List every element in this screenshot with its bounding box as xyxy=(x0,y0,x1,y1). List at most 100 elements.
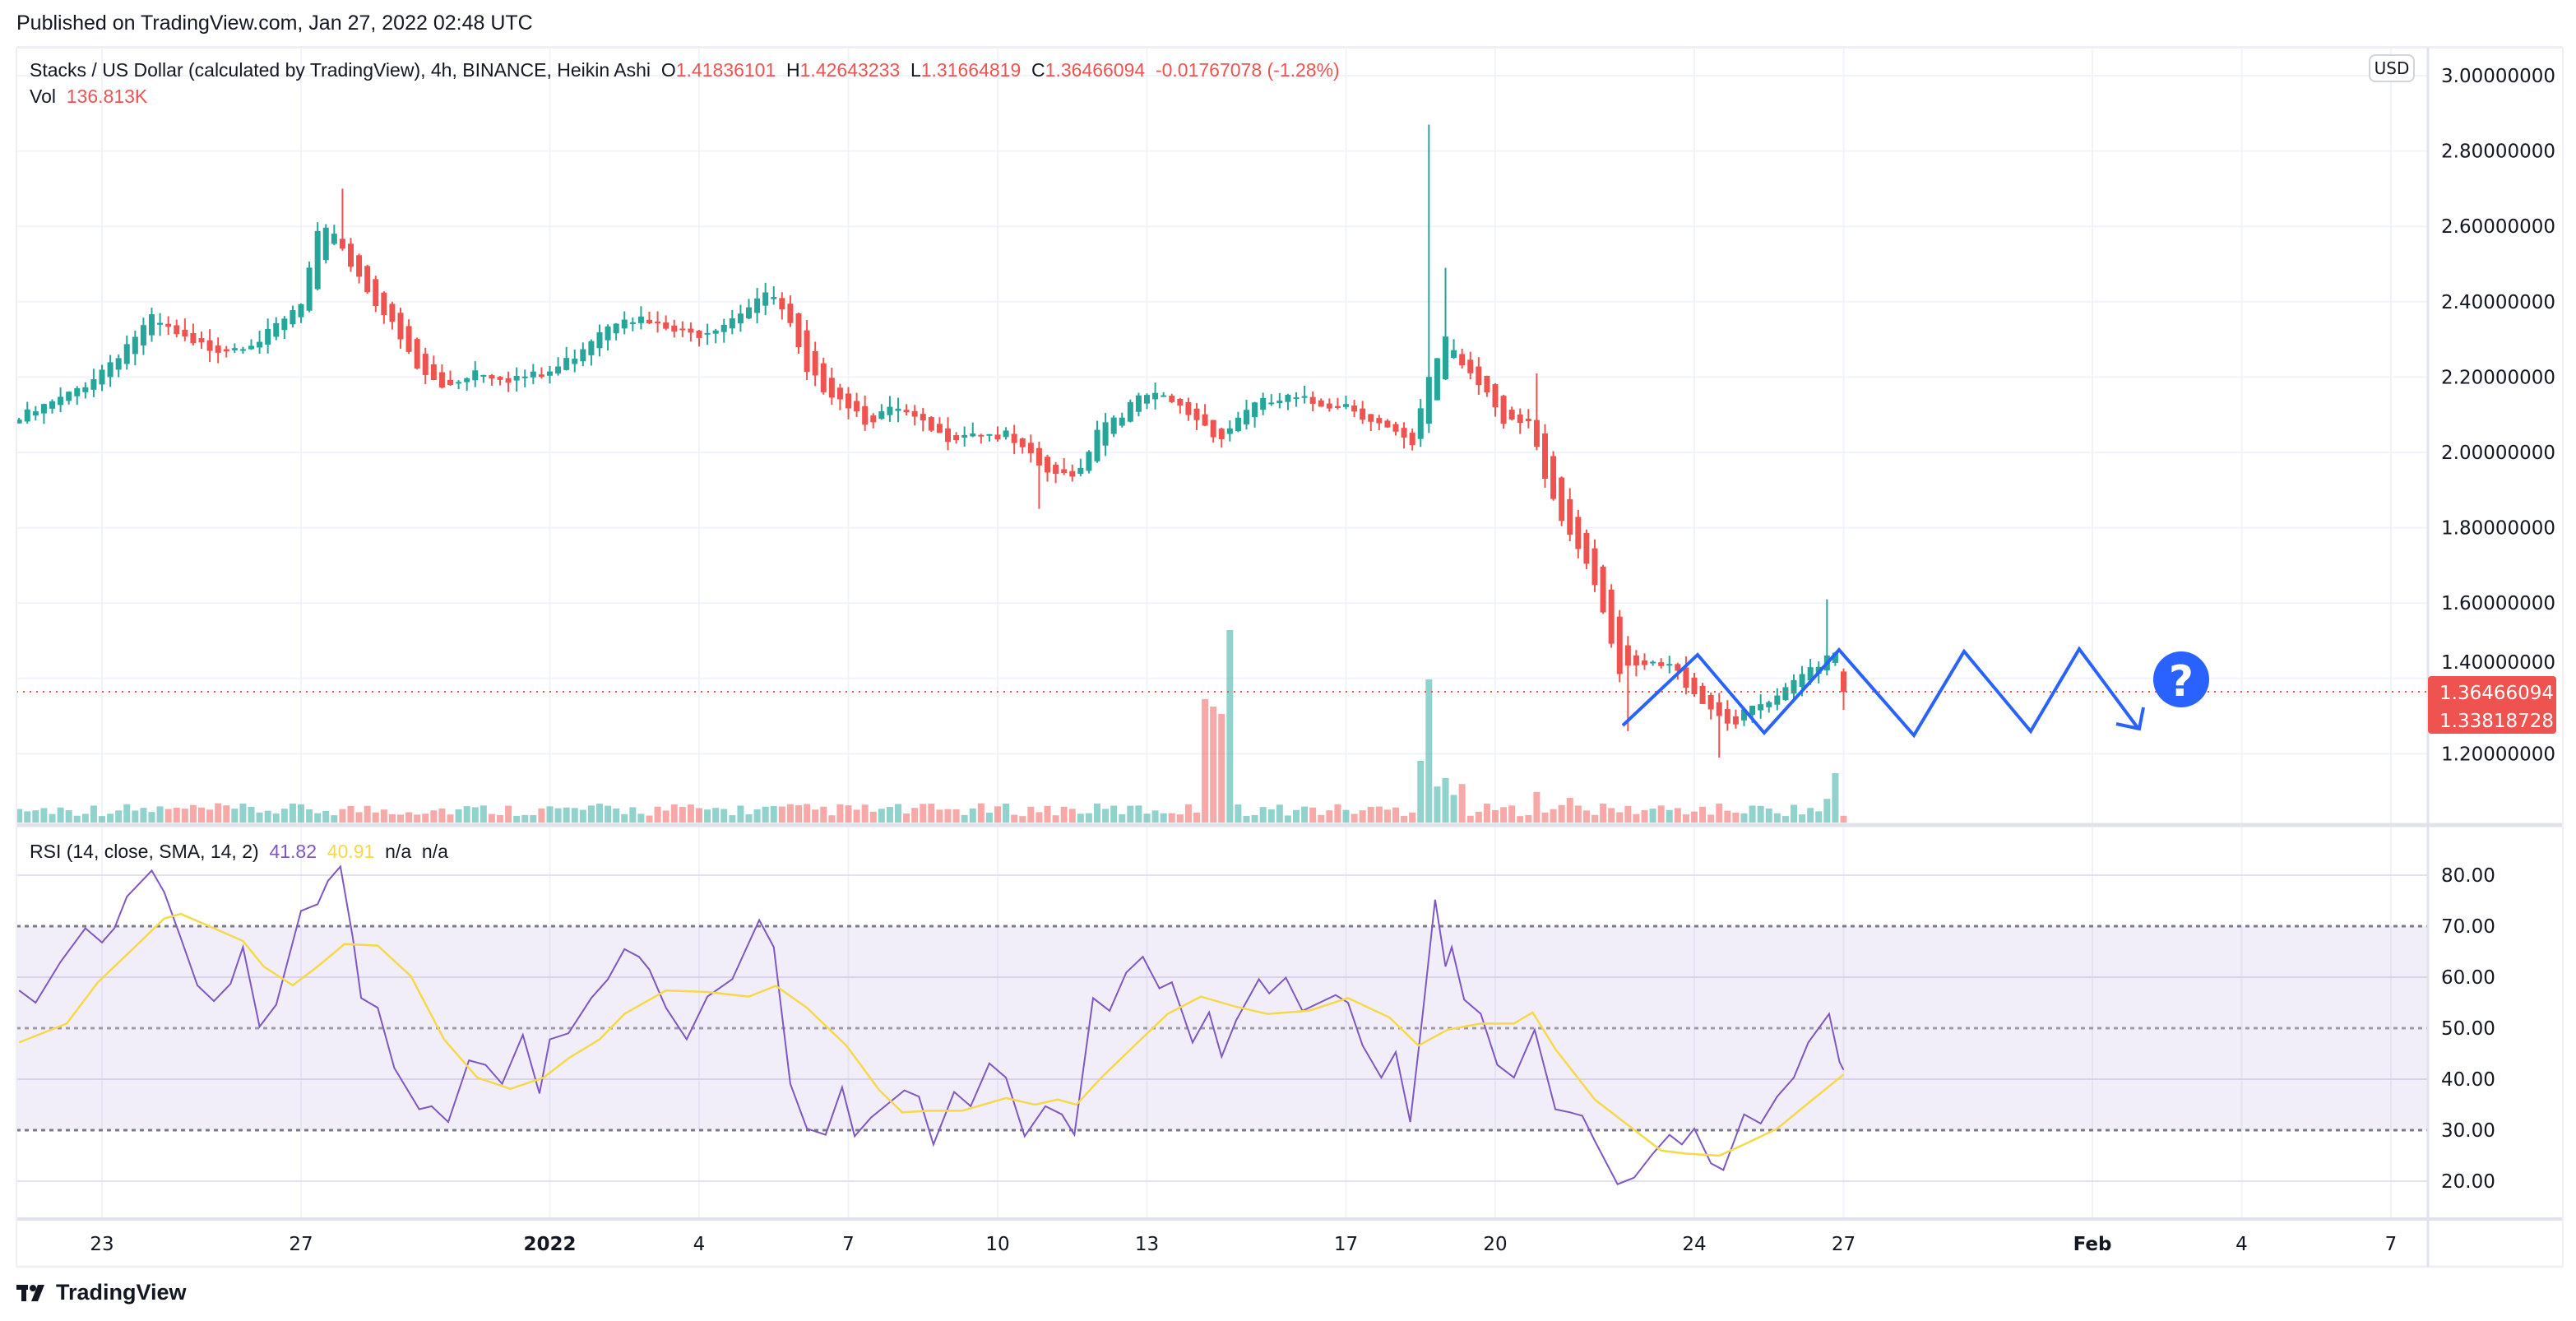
candle[interactable] xyxy=(1841,668,1846,710)
candle[interactable] xyxy=(621,311,628,335)
candle[interactable] xyxy=(290,305,296,328)
candle[interactable] xyxy=(530,364,536,384)
candle[interactable] xyxy=(572,349,578,373)
candle[interactable] xyxy=(1600,564,1606,614)
candle[interactable] xyxy=(870,413,877,429)
candle[interactable] xyxy=(1417,399,1424,447)
candle[interactable] xyxy=(231,343,238,354)
candle[interactable] xyxy=(1343,395,1349,410)
candle[interactable] xyxy=(306,261,313,313)
candle[interactable] xyxy=(911,405,918,426)
candle[interactable] xyxy=(447,370,453,387)
candle[interactable] xyxy=(90,368,97,397)
candle[interactable] xyxy=(563,346,570,371)
zigzag-drawing[interactable] xyxy=(1621,646,2145,739)
candle[interactable] xyxy=(787,295,794,327)
candle[interactable] xyxy=(1409,429,1415,451)
candle[interactable] xyxy=(1683,656,1689,695)
candle[interactable] xyxy=(605,324,611,351)
candle[interactable] xyxy=(945,417,951,451)
candle[interactable] xyxy=(1699,683,1706,705)
candle[interactable] xyxy=(239,346,246,355)
candle[interactable] xyxy=(1235,411,1241,433)
candle[interactable] xyxy=(812,341,818,387)
candle[interactable] xyxy=(1301,385,1308,404)
candle[interactable] xyxy=(414,337,420,370)
candle[interactable] xyxy=(521,369,528,387)
candle[interactable] xyxy=(1376,415,1383,431)
candle[interactable] xyxy=(198,331,205,350)
price-axis[interactable]: 3.00000000 2.80000000 2.60000000 2.40000000… xyxy=(2441,66,2555,765)
candle[interactable] xyxy=(746,299,752,320)
candle[interactable] xyxy=(1658,658,1665,669)
candle[interactable] xyxy=(1119,412,1125,428)
candle[interactable] xyxy=(1011,424,1017,455)
candle[interactable] xyxy=(1226,420,1233,442)
candle[interactable] xyxy=(1152,382,1159,410)
candle[interactable] xyxy=(1268,394,1275,406)
candle[interactable] xyxy=(970,422,976,438)
candle[interactable] xyxy=(1401,422,1407,449)
candle[interactable] xyxy=(1467,351,1474,380)
candle[interactable] xyxy=(364,264,371,294)
candle[interactable] xyxy=(1791,674,1797,700)
candle[interactable] xyxy=(1476,357,1482,396)
symbol-title[interactable]: Stacks / US Dollar (calculated by Tradin… xyxy=(30,59,651,81)
candle[interactable] xyxy=(513,367,520,392)
candle[interactable] xyxy=(140,318,146,355)
candle[interactable] xyxy=(1135,392,1142,417)
candle[interactable] xyxy=(688,322,694,342)
candle[interactable] xyxy=(1326,398,1332,412)
candle[interactable] xyxy=(655,311,661,333)
candle[interactable] xyxy=(422,347,429,385)
candle[interactable] xyxy=(356,253,363,284)
candle[interactable] xyxy=(298,303,304,323)
question-icon[interactable]: ? xyxy=(2153,651,2209,707)
candle[interactable] xyxy=(1758,693,1764,719)
candle[interactable] xyxy=(1161,392,1167,397)
candle[interactable] xyxy=(1567,488,1573,542)
candle[interactable] xyxy=(737,304,744,332)
candle[interactable] xyxy=(206,329,213,363)
candle[interactable] xyxy=(1766,700,1772,713)
candle[interactable] xyxy=(1425,124,1432,433)
candle[interactable] xyxy=(828,368,835,406)
candle[interactable] xyxy=(1360,401,1366,424)
candle[interactable] xyxy=(1782,683,1789,702)
candle[interactable] xyxy=(1334,397,1341,410)
candle[interactable] xyxy=(1616,610,1623,683)
candle[interactable] xyxy=(712,328,719,344)
candle[interactable] xyxy=(1575,509,1582,559)
candle[interactable] xyxy=(1724,700,1730,731)
candle[interactable] xyxy=(1434,358,1440,401)
candle[interactable] xyxy=(629,317,636,331)
candle[interactable] xyxy=(762,282,769,316)
candle[interactable] xyxy=(1019,438,1026,454)
candle[interactable] xyxy=(1550,451,1557,501)
candle[interactable] xyxy=(1492,382,1499,417)
candle[interactable] xyxy=(846,387,851,419)
candle[interactable] xyxy=(1144,393,1150,410)
candle[interactable] xyxy=(1351,400,1358,418)
candle[interactable] xyxy=(1459,349,1466,369)
candle[interactable] xyxy=(1027,434,1034,463)
candle[interactable] xyxy=(1069,464,1076,482)
candle[interactable] xyxy=(978,433,985,444)
candle[interactable] xyxy=(74,386,81,406)
candle[interactable] xyxy=(339,188,345,251)
candle[interactable] xyxy=(613,322,619,341)
candle[interactable] xyxy=(1716,693,1722,758)
candle[interactable] xyxy=(190,323,197,345)
candle[interactable] xyxy=(99,364,105,392)
candle[interactable] xyxy=(804,319,810,381)
candle[interactable] xyxy=(720,318,727,343)
candle[interactable] xyxy=(1210,419,1216,443)
candle[interactable] xyxy=(596,324,603,357)
candle[interactable] xyxy=(1608,584,1615,648)
candle[interactable] xyxy=(1732,709,1739,729)
candle[interactable] xyxy=(1045,454,1050,482)
candle[interactable] xyxy=(281,316,288,340)
candle[interactable] xyxy=(555,357,562,376)
candle[interactable] xyxy=(1666,656,1673,674)
candle[interactable] xyxy=(887,396,893,422)
